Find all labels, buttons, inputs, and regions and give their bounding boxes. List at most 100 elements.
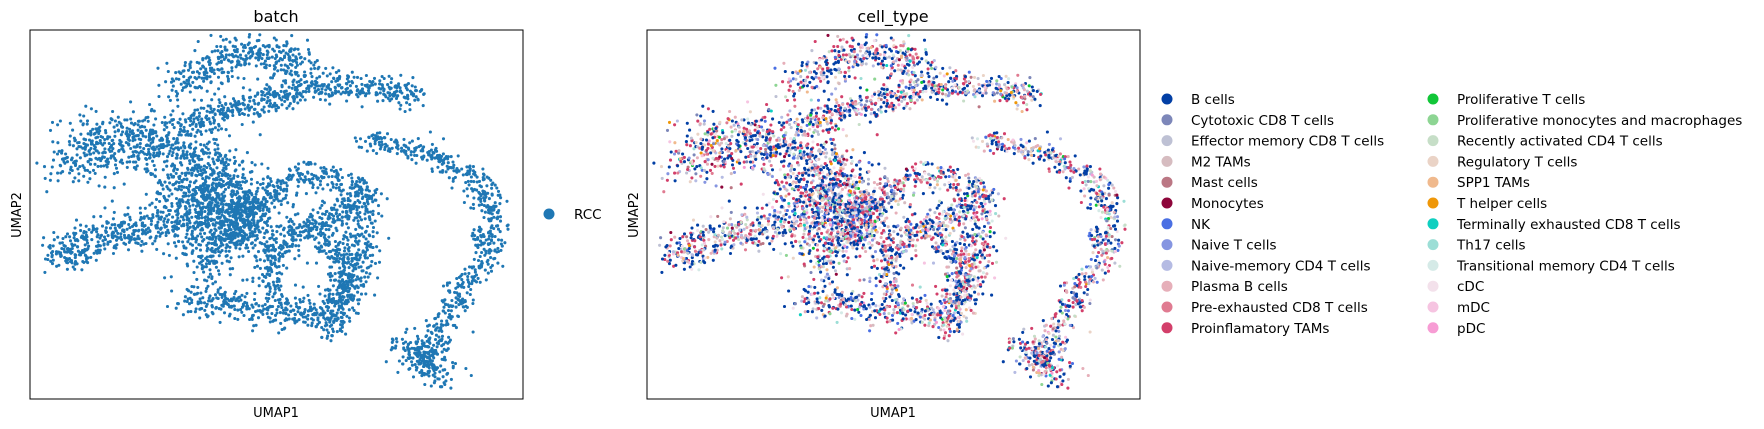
data-point [393,85,397,89]
data-point [174,244,178,248]
data-point [284,317,288,321]
data-point [212,137,216,141]
data-point [496,249,501,254]
data-point [358,137,363,141]
data-point [356,222,360,226]
data-point [249,242,254,246]
data-point [360,89,364,93]
data-point [49,251,54,255]
data-point [266,282,271,286]
data-point [56,179,60,183]
data-point [285,215,289,219]
data-point [291,107,295,111]
data-point [141,228,145,232]
data-point [112,172,116,176]
data-point [330,91,334,95]
data-point [285,69,289,73]
data-point [176,104,180,108]
data-point [188,221,192,225]
data-point [237,299,241,303]
data-point [162,219,166,223]
data-point [268,104,272,108]
data-point [317,222,321,226]
data-point [189,116,193,120]
data-point [280,327,284,332]
data-point [185,218,189,222]
data-point [80,268,84,272]
data-point [105,165,109,169]
data-point [463,272,467,276]
data-point [180,179,184,183]
data-point [117,148,121,152]
data-point [92,132,96,136]
data-point [320,335,324,340]
data-point [112,186,116,190]
data-point [207,296,211,300]
data-point [322,82,326,87]
data-point [209,81,213,85]
data-point [129,100,133,104]
data-point [421,147,425,151]
data-point [469,287,473,292]
data-point [329,278,333,282]
data-point [204,289,208,293]
data-point [203,221,208,225]
data-point [59,171,63,175]
data-point [126,136,131,140]
data-point [250,161,254,165]
data-point [409,153,413,157]
data-point [330,174,334,179]
data-point [82,260,86,264]
data-point [199,255,203,259]
data-point [344,332,348,336]
data-point [262,105,266,109]
data-point [127,222,131,227]
data-point [188,225,192,229]
data-point [208,128,212,132]
data-point [96,164,100,168]
data-point [346,226,350,230]
data-point [375,187,379,191]
data-point [311,176,315,181]
data-point [186,133,190,137]
data-point [232,231,236,235]
data-point [225,181,229,185]
data-point [274,318,278,322]
data-point [413,363,417,367]
data-point [200,226,204,231]
data-point [291,95,295,99]
data-point [239,308,243,312]
data-point [186,240,190,244]
data-point [256,316,261,320]
data-point [483,268,487,272]
data-point [295,95,299,99]
data-point [229,102,233,106]
data-point [276,305,280,309]
data-point [116,231,120,235]
data-point [335,229,339,233]
data-point [56,141,60,145]
data-point [288,101,292,106]
data-point [88,162,93,166]
data-point [203,278,207,282]
data-point [178,117,182,121]
data-point [451,160,455,164]
data-point [322,171,326,175]
data-point [244,211,248,215]
data-point [390,77,394,81]
data-point [175,219,179,223]
data-point [171,228,175,232]
data-point [103,206,107,210]
data-point [247,62,251,66]
data-point [163,276,167,280]
data-point [318,97,322,102]
data-point [194,123,198,127]
data-point [211,223,216,227]
data-point [251,211,255,215]
data-point [172,137,176,141]
data-point [145,162,149,166]
data-point [106,234,110,238]
data-point [266,308,270,312]
data-point [446,308,451,313]
data-point [273,256,277,260]
